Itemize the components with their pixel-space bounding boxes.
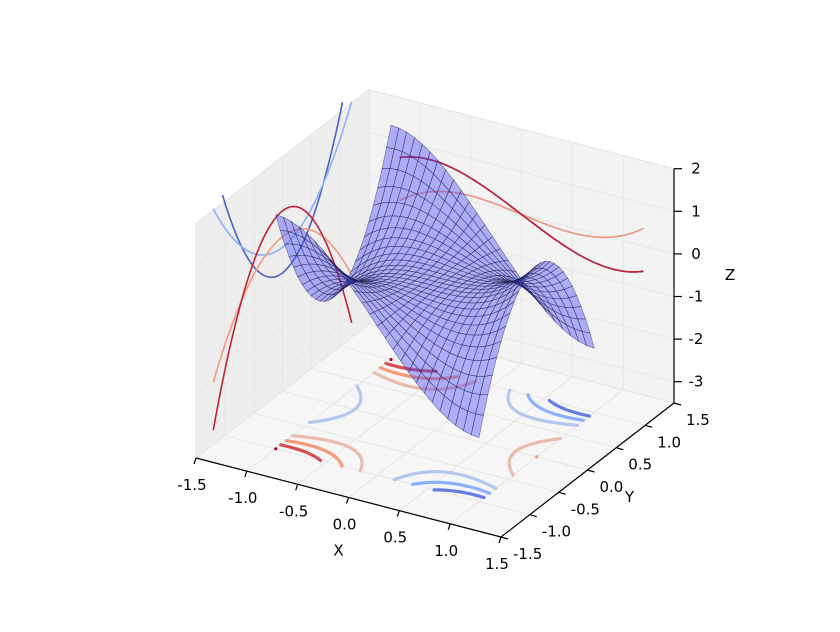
grid-line-z — [368, 302, 675, 383]
y-tick-mark — [645, 424, 653, 428]
z-tick-label: -1 — [689, 288, 704, 306]
x-tick-label: 1.5 — [485, 555, 509, 573]
x-tick-label: -1.5 — [177, 476, 206, 494]
left-wall-contour — [212, 205, 353, 431]
surface-patch — [470, 413, 484, 439]
floor-contour — [411, 393, 586, 495]
y-tick-label: 1.0 — [657, 433, 681, 451]
z-tick-label: -3 — [689, 373, 704, 391]
y-tick-mark — [616, 447, 624, 451]
grid-line-z — [195, 217, 370, 352]
floor-contours — [274, 357, 591, 500]
surface-mesh — [275, 124, 595, 439]
x-tick-mark — [345, 497, 350, 504]
y-axis-title: Y — [624, 488, 635, 506]
y-tick-label: 0.0 — [600, 478, 624, 496]
y-tick-mark — [500, 536, 509, 540]
z-tick-label: 0 — [691, 245, 701, 263]
y-tick-mark — [587, 469, 595, 473]
z-tick-label: -2 — [689, 330, 704, 348]
y-tick-label: 0.5 — [628, 456, 652, 474]
x-tick-mark — [244, 471, 248, 478]
floor-contour — [279, 361, 438, 463]
x-tick-label: -0.5 — [279, 502, 308, 520]
x-tick-mark — [447, 523, 451, 530]
floor-contour — [284, 366, 539, 468]
left-wall-contour — [212, 228, 353, 383]
x-tick-label: 1.0 — [434, 542, 458, 560]
floor-contour — [308, 384, 579, 490]
floor-contour — [432, 398, 591, 500]
grid-line-z — [195, 302, 370, 438]
x-tick-mark — [396, 510, 400, 517]
axis-lines — [193, 168, 682, 544]
x-tick-label: -1.0 — [228, 489, 257, 507]
left-wall-contour — [212, 101, 353, 256]
x-axis-title: X — [333, 542, 343, 560]
floor-contour — [274, 357, 393, 451]
z-tick-label: 1 — [691, 202, 701, 220]
grid-line-y — [368, 323, 675, 404]
z-tick-label: 2 — [691, 160, 701, 178]
y-tick-label: -1.0 — [542, 523, 571, 541]
y-tick-label: -1.5 — [513, 545, 542, 563]
y-tick-mark — [529, 514, 537, 518]
grid-line-z — [195, 131, 370, 267]
y-tick-label: 1.5 — [686, 411, 710, 429]
x-tick-label: 0.0 — [333, 516, 357, 534]
x-tick-mark — [295, 484, 299, 491]
floor-contour — [291, 371, 562, 477]
grid-line-y — [253, 412, 559, 493]
grid-line-z — [195, 174, 370, 310]
y-tick-mark — [673, 402, 682, 406]
grid-line-z — [368, 131, 675, 212]
y-tick-mark — [558, 491, 566, 495]
x-tick-label: 0.5 — [383, 529, 407, 547]
y-tick-label: -0.5 — [571, 500, 600, 518]
grid-line-y — [311, 368, 617, 449]
x-tick-mark — [498, 536, 502, 544]
z-axis-title: Z — [725, 266, 735, 284]
grid-line-z — [368, 89, 675, 170]
tick-labels: -1.5-1.0-0.50.00.51.01.5-1.5-1.0-0.50.00… — [177, 160, 710, 573]
x-tick-mark — [193, 457, 197, 465]
